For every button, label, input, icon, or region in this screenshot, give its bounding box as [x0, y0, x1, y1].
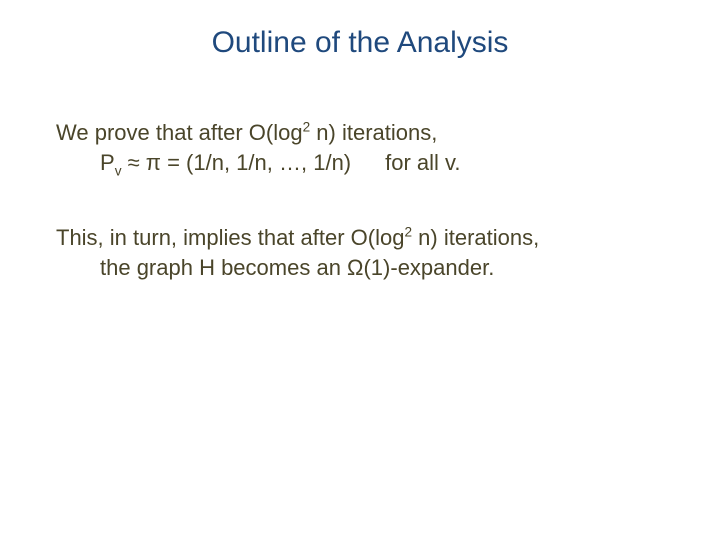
slide-title: Outline of the Analysis	[0, 26, 720, 60]
p2-line2: the graph H becomes an Ω(1)-expander.	[100, 253, 664, 283]
p2-a: This, in turn, implies that after O(log	[56, 225, 404, 250]
p2-sup: 2	[404, 225, 412, 240]
slide: Outline of the Analysis We prove that af…	[0, 0, 720, 540]
p1-line2-b: ≈ π = (1/n, 1/n, …, 1/n)	[122, 150, 352, 175]
p2-b: n) iterations,	[412, 225, 539, 250]
p1-line1-a: We prove that after O(log	[56, 120, 303, 145]
p2-indent: the graph H becomes an Ω(1)-expander.	[56, 253, 664, 283]
slide-body: We prove that after O(log 2 n) iterations…	[56, 118, 664, 329]
p1-line2-a: P	[100, 150, 115, 175]
p1-sub: v	[115, 163, 122, 178]
paragraph-1: We prove that after O(log2 n) iterations…	[56, 118, 664, 177]
paragraph-2: This, in turn, implies that after O(log2…	[56, 223, 664, 282]
p1-line1-b: n) iterations,	[310, 120, 437, 145]
p1-line2-c: for all v.	[385, 150, 460, 175]
p1-indent: Pv ≈ π = (1/n, 1/n, …, 1/n) for all v.	[56, 148, 664, 178]
